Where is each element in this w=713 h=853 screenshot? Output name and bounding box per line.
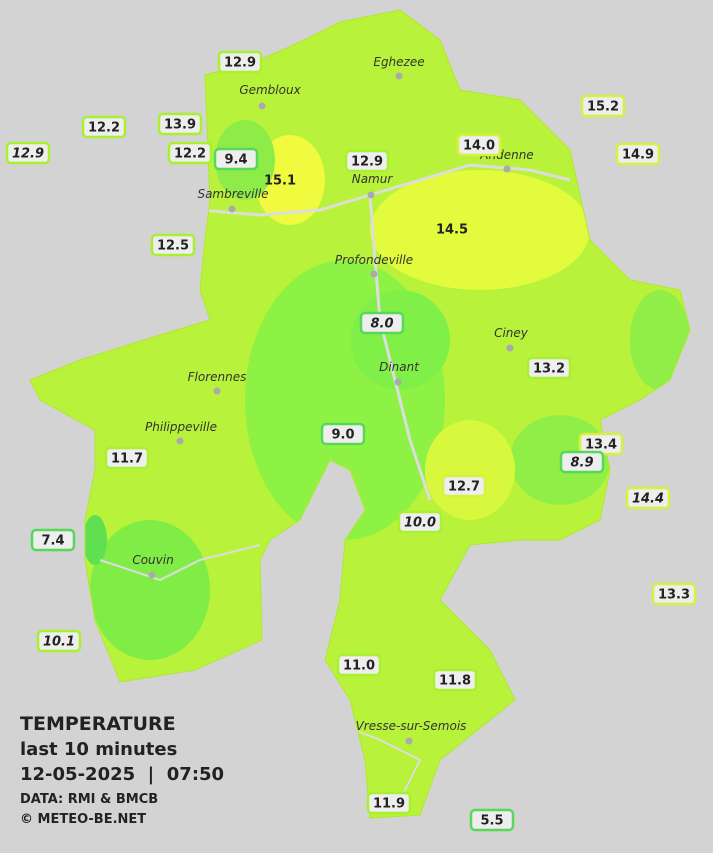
reading-label: 10.1 <box>43 635 75 650</box>
city-dot <box>176 437 184 445</box>
reading-label: 12.2 <box>88 121 120 136</box>
reading-box <box>559 450 605 474</box>
legend-title: TEMPERATURE <box>20 713 176 735</box>
reading-box <box>469 808 515 832</box>
city-label: Couvin <box>132 553 173 567</box>
reading-box <box>320 422 366 446</box>
reading-box <box>397 510 443 534</box>
city-label: Gembloux <box>239 83 301 97</box>
reading-label: 8.9 <box>570 456 593 471</box>
reading-box <box>441 474 487 498</box>
reading-box <box>526 356 572 380</box>
reading-box <box>157 112 203 136</box>
reading-box <box>217 50 263 74</box>
reading-label: 11.0 <box>343 659 375 674</box>
reading-label: 9.4 <box>224 153 247 168</box>
reading-label: 10.0 <box>404 516 436 531</box>
reading-label: 12.9 <box>224 56 256 71</box>
city-label: Florennes <box>188 370 247 384</box>
city-dot <box>258 102 266 110</box>
reading-label: 12.9 <box>351 155 383 170</box>
reading-label: 8.0 <box>370 317 393 332</box>
city-label: Ciney <box>494 326 529 340</box>
legend-credit: © METEO-BE.NET <box>20 812 146 827</box>
city-dot <box>148 571 156 579</box>
reading-label: 13.9 <box>164 118 196 133</box>
reading-box <box>150 233 196 257</box>
city-label: Vresse-sur-Semois <box>356 719 467 733</box>
reading-box <box>344 149 390 173</box>
reading-box <box>456 133 502 157</box>
reading-label: 5.5 <box>480 814 503 829</box>
reading-label: 11.7 <box>111 452 143 467</box>
reading-label: 13.2 <box>533 362 565 377</box>
city-label: Profondeville <box>335 253 413 267</box>
reading-label: 12.7 <box>448 480 480 495</box>
reading-label: 12.2 <box>174 147 206 162</box>
legend-timestamp: 12-05-2025 | 07:50 <box>20 764 224 785</box>
reading-label: 12.9 <box>12 147 44 162</box>
city-label: Eghezee <box>373 55 424 69</box>
reading-label: 14.0 <box>463 139 495 154</box>
reading-box <box>432 668 478 692</box>
reading-box <box>36 629 82 653</box>
reading-label: 7.4 <box>41 534 64 549</box>
reading-box <box>213 147 259 171</box>
city-dot <box>394 378 402 386</box>
reading-label: 14.5 <box>436 223 468 238</box>
reading-label: 11.9 <box>373 797 405 812</box>
city-label: Dinant <box>379 360 420 374</box>
reading-box <box>615 142 661 166</box>
reading-label: 15.1 <box>264 174 296 189</box>
reading-box <box>104 446 150 470</box>
reading-box <box>30 528 76 552</box>
legend-source: DATA: RMI & BMCB <box>20 792 158 807</box>
city-dot <box>503 165 511 173</box>
reading-label: 13.4 <box>585 438 617 453</box>
reading-label: 14.9 <box>622 148 654 163</box>
city-label: Sambreville <box>197 187 268 201</box>
reading-box <box>359 311 405 335</box>
city-dot <box>405 737 413 745</box>
reading-label: 11.8 <box>439 674 471 689</box>
reading-box <box>366 791 412 815</box>
city-dot <box>370 270 378 278</box>
reading-label: 9.0 <box>331 428 354 443</box>
reading-box <box>625 486 671 510</box>
city-dot <box>506 344 514 352</box>
reading-box <box>580 94 626 118</box>
city-dot <box>367 191 375 199</box>
city-label: Philippeville <box>145 420 217 434</box>
reading-box <box>81 115 127 139</box>
reading-label: 15.2 <box>587 100 619 115</box>
reading-box <box>5 141 51 165</box>
city-label: Namur <box>352 172 394 186</box>
reading-box <box>336 653 382 677</box>
reading-label: 14.4 <box>632 492 664 507</box>
reading-label: 13.3 <box>658 588 690 603</box>
reading-box <box>651 582 697 606</box>
reading-label: 12.5 <box>157 239 189 254</box>
city-dot <box>228 205 236 213</box>
city-dot <box>395 72 403 80</box>
reading-box <box>167 141 213 165</box>
city-dot <box>213 387 221 395</box>
legend-subtitle: last 10 minutes <box>20 739 177 760</box>
